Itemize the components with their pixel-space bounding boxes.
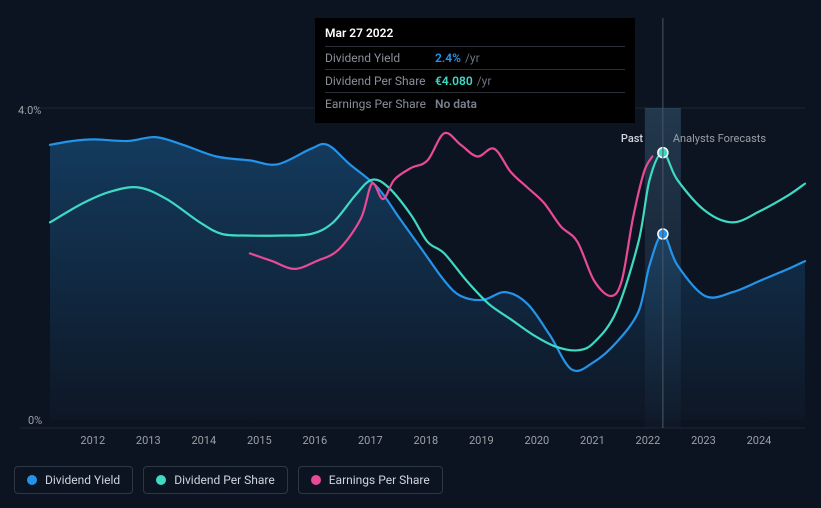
x-tick-2023: 2023	[691, 434, 716, 447]
region-forecast-label: Analysts Forecasts	[673, 132, 766, 145]
legend-swatch	[156, 475, 166, 485]
x-tick-2013: 2013	[136, 434, 161, 447]
x-tick-2024: 2024	[747, 434, 772, 447]
legend-swatch	[311, 475, 321, 485]
y-axis-min-label: 0%	[28, 414, 42, 427]
x-tick-2022: 2022	[636, 434, 661, 447]
legend-label: Dividend Per Share	[174, 473, 275, 487]
legend-label: Dividend Yield	[45, 473, 120, 487]
x-tick-2020: 2020	[525, 434, 550, 447]
x-tick-2014: 2014	[191, 434, 216, 447]
legend-item-dividend_yield[interactable]: Dividend Yield	[14, 466, 133, 494]
legend-item-dividend_per_share[interactable]: Dividend Per Share	[143, 466, 288, 494]
x-tick-2018: 2018	[414, 434, 439, 447]
tooltip-row-label: Dividend Per Share	[325, 74, 435, 88]
chart-legend: Dividend Yield Dividend Per Share Earnings…	[14, 466, 443, 494]
x-tick-2015: 2015	[247, 434, 272, 447]
x-tick-2017: 2017	[358, 434, 383, 447]
tooltip-row: Dividend Per Share€4.080/yr	[325, 69, 625, 92]
tooltip-row-unit: /yr	[465, 51, 480, 65]
tooltip-row-unit: /yr	[477, 74, 492, 88]
chart-tooltip: Mar 27 2022 Dividend Yield2.4%/yrDividen…	[315, 18, 635, 123]
x-tick-2016: 2016	[302, 434, 327, 447]
dividend-chart-container: { "chart": { "type": "line", "plot": { "…	[0, 0, 821, 508]
y-axis-max-label: 4.0%	[18, 104, 41, 117]
legend-item-earnings_per_share[interactable]: Earnings Per Share	[298, 466, 443, 494]
legend-swatch	[27, 475, 37, 485]
tooltip-row-value: €4.080	[435, 74, 473, 88]
region-past-label: Past	[621, 132, 643, 145]
legend-label: Earnings Per Share	[329, 473, 430, 487]
tooltip-row-value: No data	[435, 97, 477, 111]
tooltip-row-value: 2.4%	[435, 51, 461, 65]
x-tick-2012: 2012	[80, 434, 105, 447]
tooltip-row: Earnings Per ShareNo data	[325, 92, 625, 115]
tooltip-row-label: Dividend Yield	[325, 51, 435, 65]
tooltip-row: Dividend Yield2.4% /yr	[325, 46, 625, 69]
tooltip-row-label: Earnings Per Share	[325, 97, 435, 111]
x-tick-2021: 2021	[580, 434, 605, 447]
tooltip-date: Mar 27 2022	[325, 26, 625, 40]
x-tick-2019: 2019	[469, 434, 494, 447]
